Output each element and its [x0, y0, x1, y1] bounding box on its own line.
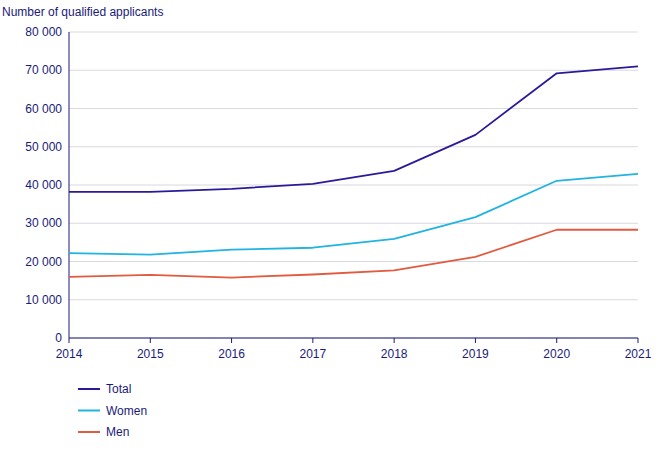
legend-swatch — [78, 388, 100, 390]
grid-line — [69, 146, 638, 147]
lines — [69, 66, 638, 277]
grid-line — [69, 108, 638, 109]
legend-swatch — [78, 431, 100, 433]
x-tick — [69, 338, 70, 343]
x-tick-label: 2014 — [56, 347, 83, 361]
x-tick-label: 2021 — [625, 347, 652, 361]
x-tick — [312, 338, 313, 343]
x-tick — [231, 338, 232, 343]
y-tick-label: 50 000 — [25, 140, 62, 154]
series-line — [69, 174, 638, 255]
x-tick — [556, 338, 557, 343]
y-tick-label: 70 000 — [25, 63, 62, 77]
y-tick-label: 80 000 — [25, 25, 62, 39]
y-tick-label: 60 000 — [25, 102, 62, 116]
y-tick-label: 40 000 — [25, 178, 62, 192]
grid-line — [69, 185, 638, 186]
grid-line — [69, 32, 638, 33]
legend-label: Men — [106, 425, 129, 439]
grid-line — [69, 223, 638, 224]
grid-line — [69, 261, 638, 262]
x-tick — [394, 338, 395, 343]
x-tick-label: 2020 — [543, 347, 570, 361]
y-tick-label: 30 000 — [25, 216, 62, 230]
legend-label: Women — [106, 404, 147, 418]
legend: Total Women Men — [78, 382, 147, 439]
y-tick-label: 0 — [55, 331, 62, 345]
x-tick — [638, 338, 639, 343]
x-tick-label: 2019 — [462, 347, 489, 361]
x-axis — [69, 338, 638, 339]
x-tick-label: 2017 — [300, 347, 327, 361]
y-axis — [69, 32, 70, 338]
legend-swatch — [78, 410, 100, 412]
grid-line — [69, 70, 638, 71]
y-axis-label: Number of qualified applicants — [2, 5, 163, 19]
x-tick — [475, 338, 476, 343]
grid-line — [69, 338, 638, 339]
x-tick-label: 2016 — [218, 347, 245, 361]
x-tick-label: 2018 — [381, 347, 408, 361]
grid-line — [69, 299, 638, 300]
x-tick-label: 2015 — [137, 347, 164, 361]
y-tick-label: 20 000 — [25, 255, 62, 269]
series-line — [69, 66, 638, 191]
x-tick — [150, 338, 151, 343]
legend-label: Total — [106, 382, 131, 396]
series-line — [69, 230, 638, 278]
y-tick-label: 10 000 — [25, 293, 62, 307]
chart: Number of qualified applicants 0 10 000 20 … — [0, 0, 662, 458]
